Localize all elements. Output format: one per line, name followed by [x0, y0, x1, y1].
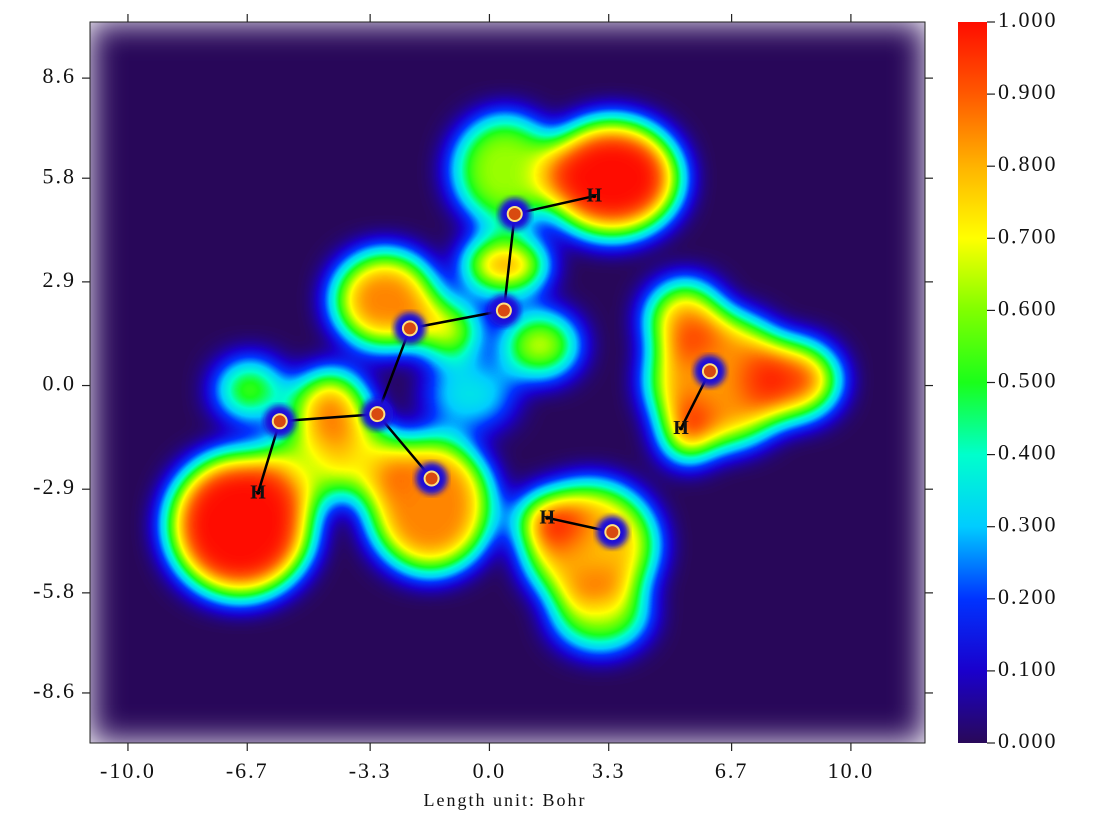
x-tick-label: 10.0 — [828, 758, 875, 783]
y-tick-label: -2.9 — [33, 474, 76, 499]
y-tick-label: 5.8 — [43, 163, 77, 188]
colorbar-tick-label: 0.700 — [998, 223, 1058, 248]
elf-lobe — [327, 422, 403, 498]
y-tick-label: 8.6 — [43, 63, 77, 88]
atom — [701, 363, 718, 380]
elf-field — [90, 22, 925, 743]
x-axis-label: Length unit: Bohr — [424, 790, 587, 810]
bond — [502, 213, 516, 311]
x-tick-label: -10.0 — [100, 758, 156, 783]
atom — [423, 470, 440, 487]
elf-lobe — [255, 430, 345, 510]
colorbar-tick-label: 1.000 — [998, 7, 1058, 32]
y-tick-label: 2.9 — [43, 267, 77, 292]
x-tick-label: 0.0 — [473, 758, 507, 783]
atom-label: H — [673, 417, 689, 439]
atom-label: H — [539, 506, 555, 528]
atom — [604, 524, 621, 541]
elf-lobe — [544, 120, 680, 236]
atom — [545, 515, 550, 520]
atom — [369, 406, 386, 423]
x-tick-label: -3.3 — [349, 758, 392, 783]
elf-lobe — [647, 282, 723, 358]
x-tick-label: -6.7 — [226, 758, 269, 783]
elf-lobe — [742, 342, 838, 418]
colorbar-tick-label: 0.000 — [998, 728, 1058, 753]
elf-lobe — [425, 360, 515, 430]
elf-lobe — [502, 313, 578, 377]
colorbar-tick-label: 0.100 — [998, 656, 1058, 681]
atom-label: H — [250, 481, 266, 503]
atom — [679, 426, 684, 431]
colorbar-tick-label: 0.800 — [998, 151, 1058, 176]
atom — [401, 320, 418, 337]
y-tick-label: -5.8 — [33, 578, 76, 603]
elf-lobe — [463, 237, 547, 293]
elf-lobe — [453, 115, 557, 225]
colorbar-tick-label: 0.200 — [998, 584, 1058, 609]
x-tick-label: 6.7 — [715, 758, 749, 783]
atom-label: H — [586, 185, 602, 207]
colorbar-tick-label: 0.500 — [998, 368, 1058, 393]
elf-lobe — [663, 400, 713, 460]
colorbar-tick-label: 0.400 — [998, 440, 1058, 465]
colorbar-tick-label: 0.600 — [998, 295, 1058, 320]
atom — [592, 194, 597, 199]
colorbar-tick-label: 0.300 — [998, 512, 1058, 537]
plot-frame — [89, 21, 926, 744]
colorbar — [958, 22, 987, 743]
colorbar-tick-label: 0.900 — [998, 79, 1058, 104]
y-tick-label: -8.6 — [33, 678, 76, 703]
atom — [271, 413, 288, 430]
elf-lobe — [216, 360, 284, 420]
atom — [506, 205, 523, 222]
x-tick-label: 3.3 — [592, 758, 626, 783]
elf-lobe — [518, 494, 586, 550]
atom — [495, 302, 512, 319]
atom — [256, 490, 261, 495]
elf-lobe — [552, 574, 648, 650]
bond — [279, 412, 378, 423]
y-tick-label: 0.0 — [43, 371, 77, 396]
elf-lobe — [416, 302, 480, 358]
